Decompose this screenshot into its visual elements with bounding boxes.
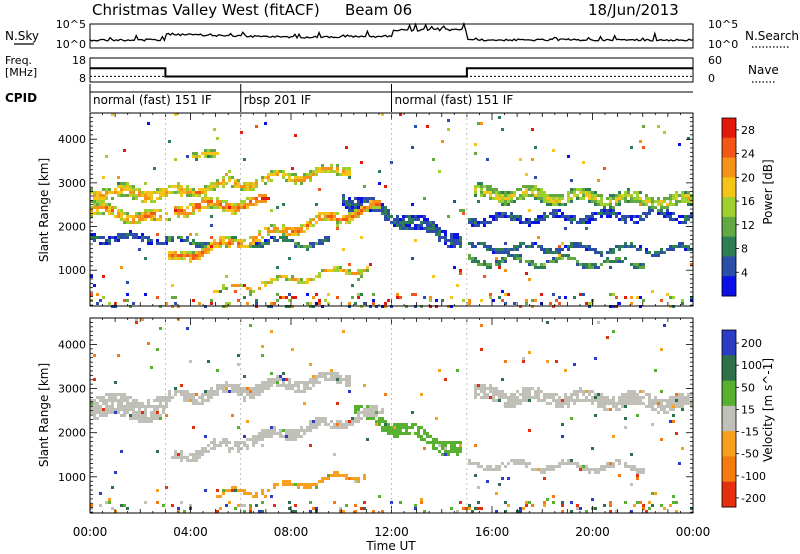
cpid-label: CPID xyxy=(5,91,37,105)
power-heatmap xyxy=(90,113,693,308)
noise-ytick-top: 10^5 xyxy=(56,18,86,31)
velocity-ytick-label: 3000 xyxy=(58,383,86,396)
freq-tick-bottom: 8 xyxy=(79,72,86,85)
power-colorbar-tick: 28 xyxy=(741,124,755,137)
noise-right-tick-top: 10^5 xyxy=(708,18,738,31)
power-colorbar-swatch xyxy=(722,276,736,297)
noise-right-label: N.Search xyxy=(745,29,799,43)
noise-left-label: N.Sky xyxy=(5,29,39,43)
power-colorbar-swatch xyxy=(722,118,736,139)
power-colorbar-swatch xyxy=(722,137,736,159)
cpid-segment-label: normal (fast) 151 IF xyxy=(93,93,212,107)
velocity-colorbar-swatch xyxy=(722,431,736,457)
power-colorbar-swatch xyxy=(722,177,736,198)
power-ytick-label: 3000 xyxy=(58,177,86,190)
power-ytick-label: 4000 xyxy=(58,133,86,146)
velocity-colorbar-swatch xyxy=(722,481,736,508)
time-tick-label: 16:00 xyxy=(475,525,510,539)
power-colorbar-swatch xyxy=(722,216,736,238)
velocity-colorbar-tick: -200 xyxy=(741,492,766,505)
velocity-colorbar-swatch xyxy=(722,330,736,356)
power-colorbar-tick: 16 xyxy=(741,195,755,208)
velocity-colorbar-tick: 200 xyxy=(741,337,762,350)
velocity-ylabel: Slant Range [km] xyxy=(37,363,51,467)
velocity-heatmap xyxy=(90,318,693,513)
velocity-colorbar-tick: 100 xyxy=(741,359,762,372)
power-colorbar-swatch xyxy=(722,197,736,218)
noise-ytick-bottom: 10^0 xyxy=(56,38,86,51)
velocity-colorbar-tick: -50 xyxy=(741,448,759,461)
power-ytick-label: 1000 xyxy=(58,264,86,277)
power-colorbar-tick: 4 xyxy=(741,266,748,279)
power-colorbar: 4 8 12 16 20 24 28 xyxy=(721,117,755,297)
noise-right-tick-bottom: 10^0 xyxy=(708,38,738,51)
freq-panel-frame xyxy=(89,57,694,83)
time-tick-label: 08:00 xyxy=(274,525,309,539)
time-tick-label: 12:00 xyxy=(374,525,409,539)
cpid-segment-label: normal (fast) 151 IF xyxy=(395,93,514,107)
velocity-colorbar-tick: 15 xyxy=(741,403,755,416)
beam-label: Beam 06 xyxy=(345,1,412,19)
velocity-colorbar-swatch xyxy=(722,355,736,382)
time-axis-ticks: 00:00 04:00 08:00 12:00 16:00 20:00 00:00 xyxy=(73,525,711,539)
freq-line xyxy=(90,67,693,78)
time-tick-label: 20:00 xyxy=(575,525,610,539)
noise-panel-frame xyxy=(89,23,694,49)
freq-left-label-2: [MHz] xyxy=(5,66,37,79)
velocity-axes: 1000 2000 3000 4000 xyxy=(58,317,694,513)
velocity-colorbar-tick: -100 xyxy=(741,470,766,483)
time-tick-label: 00:00 xyxy=(73,525,108,539)
power-colorbar-tick: 24 xyxy=(741,148,755,161)
time-tick-label: 04:00 xyxy=(173,525,208,539)
power-ytick-label: 2000 xyxy=(58,221,86,234)
noise-trace xyxy=(89,21,694,42)
freq-tick-top: 18 xyxy=(72,54,86,67)
noise-sky-line xyxy=(89,21,694,42)
velocity-colorbar-label: Velocity [m s^-1] xyxy=(761,358,775,462)
power-colorbar-tick: 12 xyxy=(741,219,755,232)
power-colorbar-tick: 8 xyxy=(741,243,748,256)
velocity-colorbar-tick: -15 xyxy=(741,426,759,439)
power-colorbar-swatch xyxy=(722,236,736,257)
velocity-colorbar-swatch xyxy=(722,405,736,432)
date-label: 18/Jun/2013 xyxy=(588,1,679,19)
power-colorbar-swatch xyxy=(722,256,736,277)
velocity-colorbar-tick: 50 xyxy=(741,381,755,394)
power-ylabel: Slant Range [km] xyxy=(37,158,51,262)
time-tick-label: 00:00 xyxy=(676,525,711,539)
velocity-ytick-label: 4000 xyxy=(58,338,86,351)
velocity-ytick-label: 2000 xyxy=(58,427,86,440)
power-colorbar-label: Power [dB] xyxy=(761,159,775,224)
nave-tick-top: 60 xyxy=(708,54,722,67)
power-colorbar-tick: 20 xyxy=(741,171,755,184)
power-axes: 1000 2000 3000 4000 xyxy=(58,112,694,306)
time-axis-label: Time UT xyxy=(365,539,416,553)
velocity-colorbar: 200 100 50 15 -15 -50 -100 -200 xyxy=(721,329,766,508)
cpid-segments: normal (fast) 151 IF rbsp 201 IF normal (f… xyxy=(89,84,514,112)
freq-left-label-1: Freq. xyxy=(5,54,32,67)
velocity-colorbar-swatch xyxy=(722,380,736,407)
velocity-colorbar-swatch xyxy=(722,456,736,483)
nave-tick-bottom: 0 xyxy=(708,72,715,85)
nave-label: Nave xyxy=(748,63,779,77)
station-title: Christmas Valley West (fitACF) xyxy=(92,1,320,19)
power-colorbar-swatch xyxy=(722,157,736,178)
cpid-segment-label: rbsp 201 IF xyxy=(244,93,311,107)
velocity-ytick-label: 1000 xyxy=(58,471,86,484)
